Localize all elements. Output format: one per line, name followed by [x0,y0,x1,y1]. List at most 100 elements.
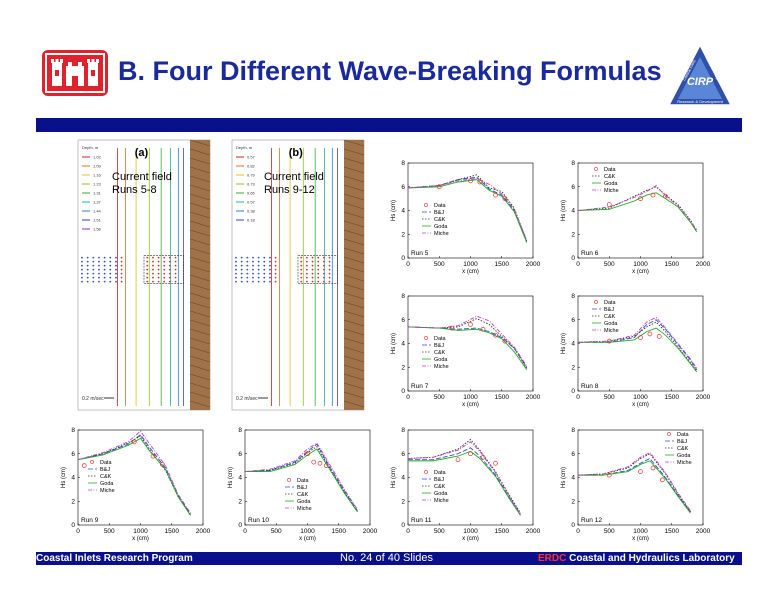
y-tick-label: 4 [571,341,575,348]
current-vector [86,272,89,275]
data-point [493,460,498,466]
wave-chart: 0 500 1000 1500 2000 0 2 4 6 8 x (cm) Hs (cm) Run 12… [561,427,711,542]
y-axis-label: Hs (cm) [391,467,397,488]
current-vector [317,256,320,259]
current-vector [274,264,277,267]
beach-texture [343,247,365,255]
data-point [638,469,643,474]
current-vector [115,264,117,267]
beach-texture [189,328,211,336]
current-vector [269,272,271,275]
x-axis-label: x (cm) [632,402,649,408]
x-tick-label: 1500 [665,394,680,401]
legend-label: Miche [604,188,619,194]
current-vector [235,280,237,283]
beach-texture [189,202,211,210]
current-vector [252,264,254,267]
field-caption: Runs 9-12 [264,184,315,196]
y-tick-label: 8 [401,293,405,300]
current-vector [120,264,123,267]
legend-value: 0.18 [247,218,256,223]
x-tick-label: 1500 [495,528,510,535]
current-vector [263,260,266,263]
current-vector [306,272,308,275]
beach-texture [189,157,211,165]
beach-texture [189,310,211,318]
wave-chart: 0 500 1000 1500 2000 0 2 4 6 8 x (cm) Hs (cm) Run 9 D… [61,427,211,542]
current-vector [263,272,266,275]
y-tick-label: 4 [401,341,405,348]
current-vector [174,260,177,263]
current-vector [120,256,123,259]
series-line-miche [407,315,528,367]
beach-texture [343,382,365,390]
series-line-ck [244,445,358,513]
slide-number: No. 24 of 40 Slides [340,552,433,564]
y-tick-label: 2 [401,364,405,371]
y-tick-label: 2 [71,498,75,505]
y-tick-label: 6 [401,451,405,458]
current-vector [152,276,154,279]
x-tick-label: 2000 [363,528,378,535]
legend-marker [594,300,598,304]
current-vector [246,276,249,279]
current-vector [311,260,314,263]
current-vector [109,260,112,263]
legend-label: C&K [434,350,446,356]
current-vector [103,272,106,275]
current-vector [235,272,237,275]
legend-marker [667,432,671,436]
data-point [436,184,442,190]
current-vector [322,260,325,263]
run-label: Run 8 [581,383,599,390]
current-vector [300,264,303,267]
chart-plot-area [577,429,704,526]
current-vector [157,256,160,259]
x-tick-label: 500 [604,394,615,401]
current-vector [152,272,154,275]
wave-chart: 0 500 1000 1500 2000 0 2 4 6 8 x (cm) Hs (cm) Run 5 D… [391,160,541,275]
series-line-bj [408,447,521,515]
current-vector [157,260,160,263]
current-vector [146,256,149,259]
current-vector [115,272,117,275]
beach-texture [189,166,211,174]
current-vector [235,264,237,267]
y-tick-label: 8 [401,427,405,434]
current-vector [168,272,171,275]
current-vector [98,268,100,271]
current-vector [146,276,149,279]
current-vector [157,272,160,275]
series-line-bj [407,176,528,242]
current-vector [109,256,112,259]
legend-value: 1.44 [93,209,102,214]
current-vector [311,272,314,275]
current-vector [120,260,123,263]
x-tick-label: 1500 [332,528,347,535]
legend-label: Miche [434,231,449,237]
data-point [131,439,137,445]
current-vector [98,260,100,263]
current-vector [146,268,149,271]
legend-marker [424,470,428,474]
y-tick-label: 8 [571,160,575,167]
erdc-brand: ERDC [538,553,567,564]
x-tick-label: 2000 [196,528,211,535]
y-tick-label: 6 [571,184,575,191]
legend-label: Goda [434,224,448,230]
legend-label: B&J [297,485,307,491]
legend-label: C&K [434,484,446,490]
current-vector [252,256,254,259]
series-line-miche [407,177,528,241]
x-tick-label: 1500 [165,528,180,535]
current-vector [252,276,254,279]
run-label: Run 6 [581,250,599,257]
beach-texture [343,157,365,165]
current-vector [328,264,331,267]
structure-outline [297,255,338,284]
beach-texture [343,310,365,318]
current-vector [152,264,154,267]
current-vector [109,280,112,283]
beach-texture [189,211,211,219]
current-vector [146,260,149,263]
